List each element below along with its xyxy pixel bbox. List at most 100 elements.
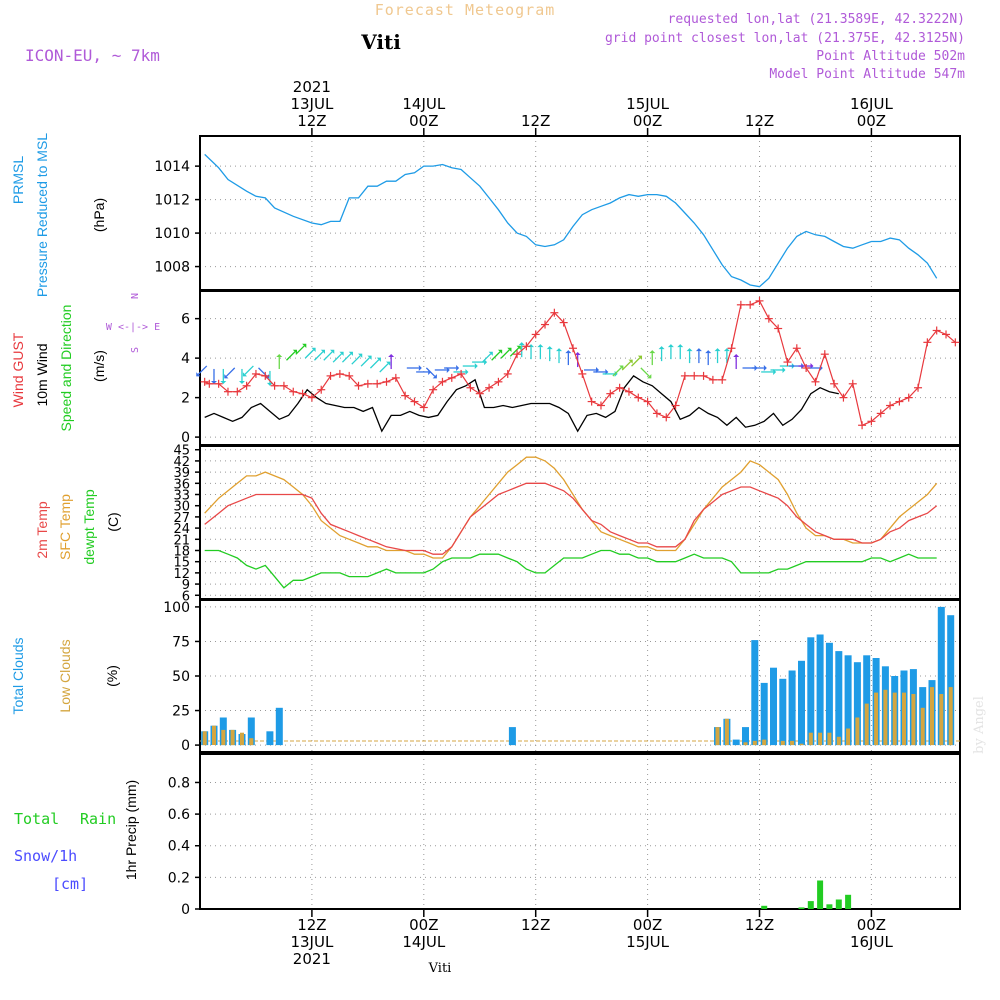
- label-pressure-reduced: Pressure Reduced to MSL: [34, 133, 50, 297]
- gust-marker: [867, 417, 876, 426]
- pressure-grid: [200, 136, 960, 290]
- bar: [798, 660, 805, 746]
- wind-speed-line: [204, 375, 839, 433]
- wind-arrow: [462, 363, 478, 370]
- bar: [937, 606, 945, 746]
- wind-arrow: [723, 348, 730, 364]
- wind-arrow: [369, 357, 381, 369]
- bar: [930, 687, 934, 746]
- temp-2m-line: [204, 482, 938, 555]
- gust-marker: [242, 381, 251, 390]
- gust-marker: [410, 397, 419, 406]
- wind-arrow: [323, 349, 335, 361]
- pressure-line: [204, 153, 938, 288]
- label-1hr-precip: 1hr Precip (mm): [123, 780, 139, 880]
- gust-marker: [457, 369, 466, 378]
- y-tick-label: 15: [173, 556, 190, 571]
- gust-marker: [233, 387, 242, 396]
- gust-marker: [858, 421, 867, 430]
- bar: [760, 682, 768, 746]
- wind-arrow: [220, 368, 227, 384]
- bar: [762, 739, 767, 746]
- gust-marker: [298, 389, 307, 398]
- wind-arrow: [242, 365, 254, 377]
- gridpoint-coords: grid point closest lon,lat (21.375E, 42.…: [605, 31, 965, 46]
- gust-marker: [830, 379, 839, 388]
- x-tick-label: 00Z: [409, 916, 438, 934]
- y-tick-label: 39: [173, 466, 190, 481]
- wind-arrow: [224, 367, 236, 379]
- gust-marker: [447, 373, 456, 382]
- y-tick-label: 30: [173, 500, 190, 515]
- wind-arrow: [546, 346, 553, 362]
- wind-arrow: [770, 366, 786, 373]
- gust-marker: [932, 326, 941, 335]
- gust-marker: [438, 377, 447, 386]
- bar: [826, 904, 833, 909]
- x-tick-label: 12Z: [521, 112, 550, 130]
- x-tick-label: 12Z: [297, 916, 326, 934]
- x-tick-label: 12Z: [745, 916, 774, 934]
- bar: [864, 703, 869, 746]
- wind-arrow: [406, 365, 422, 371]
- gust-marker: [200, 377, 209, 386]
- wind-arrow: [751, 365, 767, 371]
- pressure-panel: 1014 1012 1010 1008 PRMSL Pressure Reduced …: [10, 133, 961, 297]
- gust-marker: [820, 350, 829, 359]
- gust-marker: [615, 383, 624, 392]
- gust-marker: [606, 389, 615, 398]
- gust-marker: [513, 350, 522, 359]
- gust-marker: [951, 338, 960, 347]
- gust-marker: [802, 364, 811, 372]
- gust-marker: [671, 401, 680, 410]
- bar: [732, 739, 740, 746]
- x-tick-label: 00Z: [633, 916, 662, 934]
- wind-arrow: [621, 359, 633, 371]
- wind-gust-markers: [200, 296, 960, 430]
- gust-marker: [503, 369, 512, 378]
- gust-marker: [559, 318, 568, 327]
- label-total-clouds: Total Clouds: [10, 637, 26, 714]
- model-altitude: Model Point Altitude 547m: [769, 67, 965, 82]
- gust-marker: [727, 344, 736, 353]
- wind-arrow: [258, 367, 270, 379]
- bar: [874, 692, 879, 746]
- label-sfc-temp: SFC Temp: [57, 494, 73, 560]
- gust-marker: [662, 413, 671, 422]
- wind-arrow: [537, 344, 544, 360]
- bar: [807, 901, 814, 909]
- bar: [883, 689, 888, 746]
- bar: [752, 740, 757, 745]
- x-tick-label: 16JUL: [850, 95, 893, 113]
- bar: [835, 899, 842, 909]
- gust-marker: [774, 324, 783, 333]
- gust-marker: [214, 379, 223, 388]
- compass-west-east: W <-|-> E: [106, 322, 160, 333]
- y-tick-label: 21: [173, 533, 190, 548]
- chart-title: Forecast Meteogram: [375, 1, 556, 19]
- wind-arrow: [351, 353, 363, 365]
- gust-marker: [904, 393, 913, 402]
- label-snow: Snow/1h: [14, 847, 77, 865]
- wind-arrow: [286, 349, 297, 361]
- x-tick-label: 00Z: [409, 112, 438, 130]
- x-tick-label: 12Z: [745, 112, 774, 130]
- bar: [818, 732, 823, 746]
- bar: [779, 678, 787, 746]
- bar: [920, 707, 925, 746]
- bar: [743, 742, 748, 746]
- wind-arrow: [686, 348, 693, 364]
- gust-marker: [624, 387, 633, 396]
- bar: [808, 732, 813, 746]
- bar: [790, 740, 795, 745]
- y-tick-label: 24: [173, 522, 190, 537]
- gust-marker: [634, 393, 643, 402]
- bar: [724, 718, 729, 746]
- bar: [948, 687, 953, 746]
- gust-marker: [335, 369, 344, 378]
- y-tick-label: 50: [172, 669, 190, 685]
- bar: [230, 729, 235, 746]
- y-tick-label: 0.4: [168, 839, 190, 855]
- wind-arrow: [276, 354, 283, 370]
- wind-arrow: [602, 370, 618, 377]
